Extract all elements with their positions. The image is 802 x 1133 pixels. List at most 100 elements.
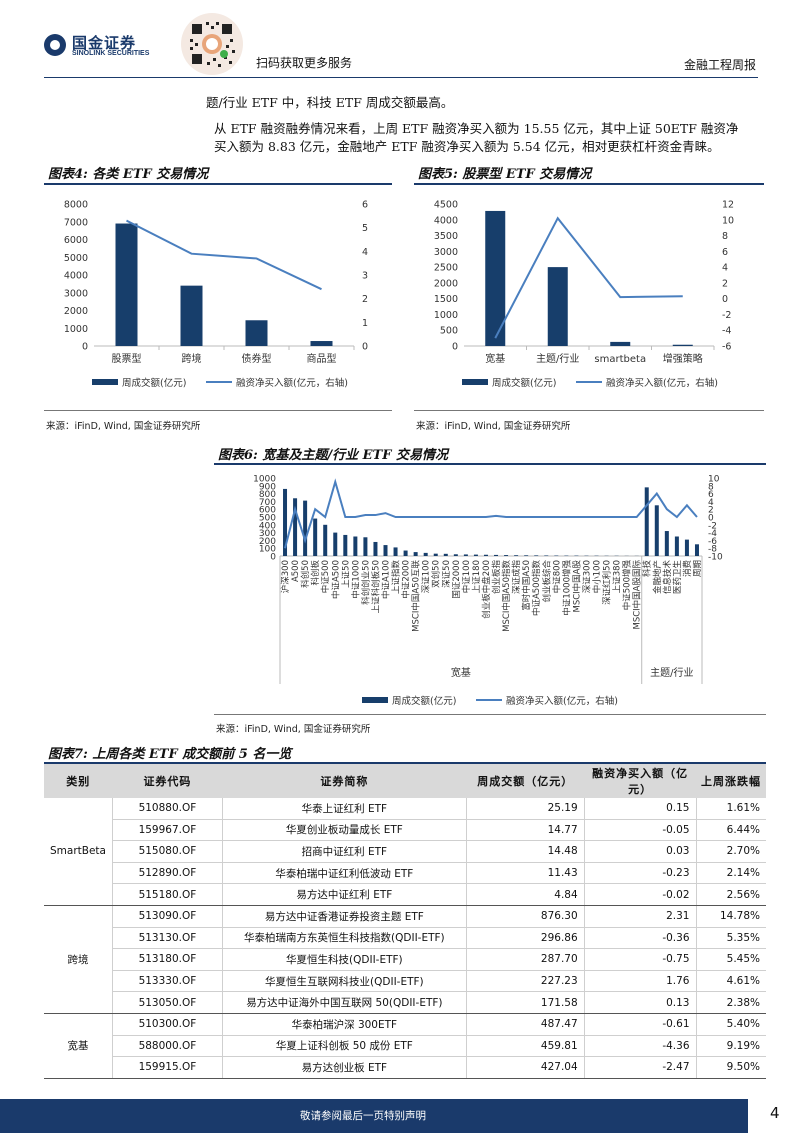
weekly-change-cell: 14.78% — [695, 905, 766, 928]
x-tick-label: 消费 — [682, 560, 693, 578]
bar — [547, 267, 568, 346]
y-tick-label: 700 — [259, 498, 276, 508]
weekly-change-cell: 9.19% — [695, 1035, 766, 1058]
fig4-chart: 0 1000 2000 3000 4000 5000 6000 7000 8000 0 1 2 3 4 5 6… — [64, 200, 368, 390]
y2-tick-label: 2 — [708, 506, 714, 516]
y-tick-label: 900 — [259, 482, 276, 492]
legend-label-line: 融资净买入额(亿元，右轴) — [506, 695, 618, 707]
x-tick-label: 科创板 — [310, 560, 321, 586]
y-tick-label: 3000 — [434, 247, 458, 258]
fig5-chart: 0 500 1000 1500 2000 2500 3000 3500 4000 4500 -6 -4… — [434, 200, 734, 390]
fig5-title-rule — [414, 183, 764, 185]
y2-tick-label: 8 — [722, 231, 728, 242]
y2-tick-label: -6 — [722, 342, 731, 353]
y2-tick-label: 10 — [722, 215, 734, 226]
x-tick-label: 周期 — [693, 560, 703, 577]
bar — [383, 545, 388, 556]
name-cell: 华夏恒生互联网科技业(QDII-ETF) — [221, 970, 467, 993]
table-row: 513050.OF 易方达中证海外中国互联网 50(QDII-ETF) 171.58… — [44, 991, 766, 1014]
code-cell: 513180.OF — [111, 948, 223, 971]
x-tick-label: 深证红利50 — [602, 560, 613, 605]
weekly-change-cell: 2.70% — [695, 840, 766, 863]
y-tick-label: 1000 — [434, 310, 458, 321]
y-tick-label: 600 — [259, 506, 276, 516]
fig5-source: 来源：iFinD, Wind, 国金证券研究所 — [416, 421, 571, 432]
fig6-title: 图表6: 宽基及主题/行业 ETF 交易情况 — [218, 448, 448, 463]
net-buy-cell: -2.47 — [583, 1056, 696, 1079]
y-tick-label: 2500 — [434, 263, 458, 274]
y-tick-label: 4000 — [64, 271, 88, 282]
x-tick-label: 主题/行业 — [536, 352, 579, 365]
legend-label-bar: 周成交额(亿元) — [492, 377, 556, 389]
x-tick-label: 中证A100 — [381, 560, 392, 599]
scan-for-service-text: 扫码获取更多服务 — [256, 56, 353, 70]
fig7-title: 图表7: 上周各类 ETF 成交额前 5 名一览 — [48, 747, 292, 762]
net-buy-cell: -0.05 — [583, 819, 696, 842]
bar — [323, 524, 328, 556]
weekly-change-cell: 1.61% — [695, 798, 766, 820]
turnover-cell: 14.48 — [465, 840, 585, 863]
y2-tick-label: 8 — [708, 482, 714, 492]
group-label: 主题/行业 — [650, 666, 693, 679]
y-tick-label: 0 — [82, 342, 88, 353]
name-cell: 华泰柏瑞沪深 300ETF — [221, 1013, 467, 1036]
bar — [303, 500, 308, 556]
x-tick-label: 中证1000 — [350, 560, 361, 599]
code-cell: 513330.OF — [111, 970, 223, 993]
name-cell: 易方达创业板 ETF — [221, 1056, 467, 1079]
x-tick-label: 跨境 — [182, 352, 202, 365]
group-label: 宽基 — [451, 666, 471, 679]
code-cell: 513050.OF — [111, 991, 223, 1014]
net-buy-cell: 0.15 — [583, 798, 696, 820]
y-tick-label: 200 — [259, 537, 276, 547]
y2-tick-label: 3 — [362, 271, 368, 282]
y-tick-label: 1000 — [64, 324, 88, 335]
y2-tick-label: 5 — [362, 223, 368, 234]
x-tick-label: 创业板中盘200 — [481, 560, 492, 619]
report-type: 金融工程周报 — [683, 58, 756, 72]
code-cell: 512890.OF — [111, 862, 223, 885]
y2-tick-label: 2 — [362, 294, 368, 305]
turnover-cell: 459.81 — [465, 1035, 585, 1058]
bar — [504, 555, 509, 556]
x-tick-label: 中证500 — [320, 560, 331, 593]
table-header-row: 类别 证券代码 证券简称 周成交额（亿元） 融资净买入额（亿元） 上周涨跌幅 — [44, 764, 766, 798]
y2-tick-label: 0 — [362, 342, 368, 353]
x-tick-label: 科创50 — [300, 560, 311, 588]
table-row: SmartBeta 510880.OF 华泰上证红利 ETF 25.19 0.15 1.6… — [44, 798, 766, 906]
code-cell: 588000.OF — [111, 1035, 223, 1058]
turnover-cell: 171.58 — [465, 991, 585, 1014]
x-tick-label: 上证380 — [613, 560, 623, 593]
bar — [313, 518, 318, 556]
series-line — [284, 478, 698, 549]
bar — [310, 341, 333, 346]
net-buy-cell: 1.76 — [583, 970, 696, 993]
turnover-cell: 487.47 — [465, 1013, 585, 1036]
y2-tick-label: -4 — [722, 326, 731, 337]
series-line — [494, 216, 683, 339]
code-cell: 510300.OF — [111, 1013, 223, 1036]
category-cell: 宽基 — [44, 1013, 113, 1079]
x-tick-label: 中证500增强 — [622, 560, 633, 611]
table-row: 513330.OF 华夏恒生互联网科技业(QDII-ETF) 227.23 1.76 4… — [44, 970, 766, 993]
weekly-change-cell: 5.45% — [695, 948, 766, 971]
net-buy-cell: -0.02 — [583, 883, 696, 906]
x-tick-label: MSCI中国A50指数 — [501, 560, 512, 632]
x-tick-label: 中证A500 — [330, 560, 341, 599]
legend-swatch-bar — [462, 379, 488, 385]
fig4-title: 图表4: 各类 ETF 交易情况 — [48, 167, 209, 182]
category-cell: 跨境 — [44, 905, 113, 1014]
y-tick-label: 300 — [259, 529, 276, 539]
name-cell: 华夏上证科创板 50 成份 ETF — [221, 1035, 467, 1058]
sinolink-logo-icon — [44, 34, 66, 56]
y2-tick-label: 4 — [722, 263, 728, 274]
y-tick-label: 2000 — [434, 278, 458, 289]
paragraph-line-1: 题/行业 ETF 中，科技 ETF 周成交额最高。 — [206, 95, 454, 110]
x-tick-label: 中证800 — [551, 560, 562, 593]
y-tick-label: 1000 — [253, 475, 276, 485]
x-tick-label: 商品型 — [307, 352, 337, 365]
x-tick-label: 股票型 — [112, 352, 142, 365]
legend-label-line: 融资净买入额(亿元，右轴) — [236, 377, 348, 389]
header-divider — [44, 77, 758, 78]
qr-code-icon[interactable] — [180, 12, 244, 76]
